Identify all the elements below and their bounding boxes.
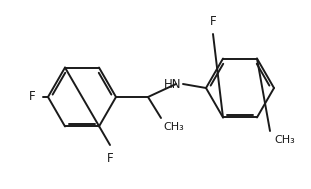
Text: HN: HN (164, 77, 181, 91)
Text: CH₃: CH₃ (163, 122, 184, 132)
Text: F: F (28, 91, 35, 104)
Text: F: F (210, 15, 216, 28)
Text: CH₃: CH₃ (274, 135, 295, 145)
Text: F: F (107, 152, 113, 165)
